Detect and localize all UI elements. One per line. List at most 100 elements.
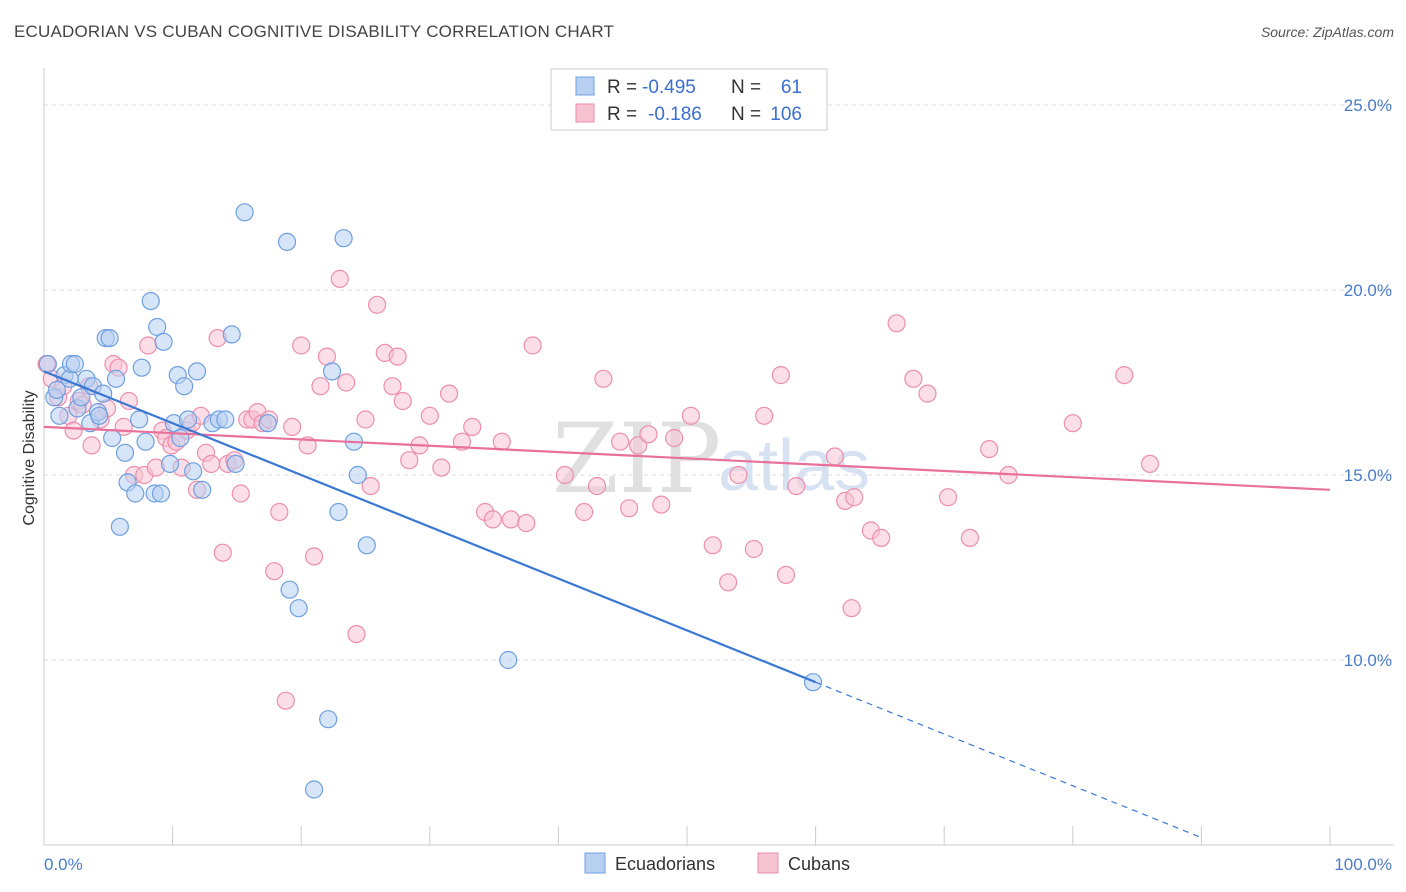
ecuadorian-point xyxy=(222,325,241,344)
legend-n-label: N = xyxy=(731,77,761,98)
cuban-point xyxy=(276,691,295,710)
ecuadorian-point xyxy=(216,410,235,429)
cuban-point xyxy=(213,543,232,562)
legend-box xyxy=(550,68,828,131)
chart-title: ECUADORIAN VS CUBAN COGNITIVE DISABILITY… xyxy=(14,22,615,41)
y-tick-label: 20.0% xyxy=(1344,281,1392,300)
cuban-point xyxy=(420,406,439,425)
cuban-point xyxy=(938,488,958,507)
ecuadorian-point xyxy=(141,292,160,311)
legend-r-value-cubans: -0.186 xyxy=(648,104,702,125)
ecuadorian-point xyxy=(226,454,245,473)
x-tick-label-max: 100.0% xyxy=(1334,855,1392,874)
ecuadorian-point xyxy=(193,480,212,499)
cuban-point xyxy=(980,440,999,459)
ecuadorian-point xyxy=(334,229,353,248)
cuban-point xyxy=(393,391,412,411)
cuban-point xyxy=(463,417,482,436)
ecuadorian-point xyxy=(126,484,145,503)
ecuadorian-point xyxy=(499,650,518,670)
ecuadorian-points xyxy=(38,203,823,799)
cuban-point xyxy=(719,573,738,592)
ecuadorian-point xyxy=(175,377,194,396)
ecuadorian-point xyxy=(348,465,367,485)
cuban-point xyxy=(356,410,375,429)
ecuadorian-point xyxy=(103,428,122,448)
ecuadorian-point xyxy=(115,443,135,462)
legend-swatch-cubans xyxy=(575,103,595,123)
cuban-point xyxy=(587,477,607,496)
series-legend: Ecuadorians Cubans xyxy=(584,852,850,874)
cuban-point xyxy=(501,510,520,529)
cuban-point xyxy=(594,369,613,388)
cuban-point xyxy=(492,432,511,451)
y-axis-title: Cognitive Disability xyxy=(21,390,38,525)
cuban-point xyxy=(452,432,472,451)
series-legend-label-ecuadorians: Ecuadorians xyxy=(615,854,715,874)
cuban-point xyxy=(639,425,658,444)
y-axis-tick-labels: 10.0% 15.0% 20.0% 25.0% xyxy=(1344,96,1392,670)
gridlines xyxy=(44,104,1394,661)
cuban-point xyxy=(611,432,630,451)
ecuadorian-point xyxy=(72,388,91,407)
cuban-point xyxy=(787,477,806,496)
legend-n-label: N = xyxy=(731,104,761,125)
cuban-point xyxy=(231,484,250,503)
cuban-point xyxy=(64,421,83,440)
cuban-point xyxy=(1115,366,1134,385)
y-tick-label: 25.0% xyxy=(1344,96,1392,115)
cuban-point xyxy=(82,436,101,455)
cuban-point xyxy=(842,599,861,618)
cuban-point xyxy=(432,458,451,477)
cuban-point xyxy=(298,436,317,455)
cuban-point xyxy=(304,547,324,566)
legend-n-value-cubans: 106 xyxy=(770,104,802,125)
ecuadorian-point xyxy=(304,780,324,799)
cuban-point xyxy=(265,562,284,581)
cuban-point xyxy=(665,428,684,448)
cuban-point xyxy=(367,295,387,314)
cuban-point xyxy=(703,536,722,555)
cuban-point xyxy=(652,495,671,514)
cuban-point xyxy=(776,565,796,585)
ecuadorian-point xyxy=(357,536,376,555)
cuban-point xyxy=(904,369,923,388)
cuban-point xyxy=(825,447,844,466)
cuban-points xyxy=(37,269,1160,710)
cuban-point xyxy=(1140,454,1160,473)
ecuadorian-point xyxy=(100,329,119,348)
ecuadorian-point xyxy=(38,354,57,374)
cuban-point xyxy=(400,451,419,470)
cuban-point xyxy=(270,502,289,522)
ecuadorian-point xyxy=(280,580,299,599)
cuban-point xyxy=(361,477,380,496)
cuban-point xyxy=(337,373,356,392)
legend-r-label: R = xyxy=(607,77,637,98)
ecuadorian-point xyxy=(47,380,66,399)
ecuadorian-point xyxy=(184,462,203,481)
ecuadorian-point xyxy=(106,369,126,388)
cuban-point xyxy=(202,454,221,473)
ecuadorian-point xyxy=(65,354,84,374)
cuban-point xyxy=(887,314,906,333)
cuban-point xyxy=(771,366,790,385)
ecuadorian-point xyxy=(187,362,207,381)
ecuadorian-point xyxy=(151,484,171,503)
cuban-point xyxy=(729,465,748,485)
ecuadorian-trend-line xyxy=(43,370,817,684)
ecuadorian-point xyxy=(136,432,155,451)
cuban-point xyxy=(439,384,459,403)
x-axis-ticks xyxy=(43,826,1331,845)
ecuadorian-point xyxy=(319,710,338,729)
trend-lines xyxy=(43,370,1331,839)
cuban-point xyxy=(383,377,402,396)
ecuadorian-point xyxy=(178,410,198,429)
ecuadorian-point xyxy=(90,406,109,425)
ecuadorian-point xyxy=(160,454,180,473)
cuban-point xyxy=(311,377,330,396)
ecuadorian-point xyxy=(154,332,173,351)
legend-swatch-ecuadorians xyxy=(575,76,595,96)
cuban-point xyxy=(139,336,158,355)
ecuadorian-point xyxy=(322,362,342,381)
